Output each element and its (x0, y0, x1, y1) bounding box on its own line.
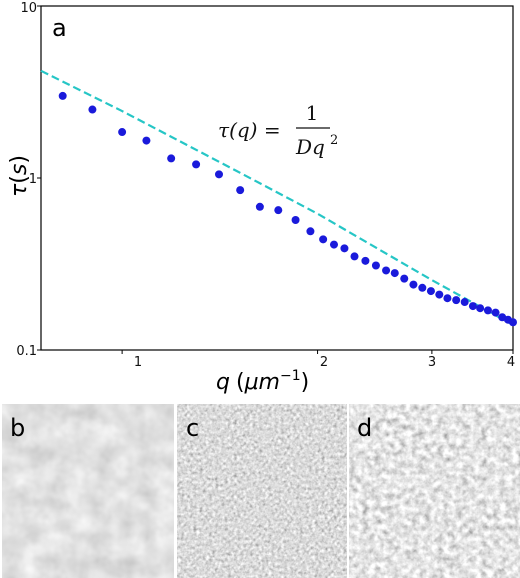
data-point (418, 283, 427, 292)
x-tick-label: 1 (134, 355, 142, 370)
x-tick-label: 4 (507, 355, 515, 370)
data-point (409, 280, 418, 289)
data-point (468, 302, 477, 311)
y-tick-label: 0.1 (16, 344, 37, 359)
panel-label-d: d (357, 414, 372, 442)
panel-label-a: a (52, 14, 67, 42)
data-point (88, 105, 97, 114)
micrograph-panel-b: b (2, 404, 174, 578)
panel-label-b: b (10, 414, 25, 442)
data-point (319, 235, 328, 244)
data-point (142, 136, 151, 145)
fit-equation: τ(q) = 1 Dq 2 (218, 101, 338, 159)
data-point (435, 290, 444, 299)
data-point (483, 306, 492, 315)
x-axis-label: q (μm−1) (216, 368, 309, 395)
x-tick-label: 3 (428, 355, 436, 370)
panel-label-c: c (186, 414, 199, 442)
data-point (192, 160, 201, 169)
data-point (491, 308, 500, 317)
data-point (236, 186, 245, 195)
data-point (452, 296, 461, 305)
data-point (361, 256, 370, 265)
data-point (58, 91, 67, 100)
data-point (329, 240, 338, 249)
data-point (340, 244, 349, 253)
data-point (291, 215, 300, 224)
data-point (167, 154, 176, 163)
svg-text:Dq: Dq (295, 135, 325, 159)
y-axis-label: τ(s) (7, 155, 32, 197)
data-point (460, 298, 469, 307)
data-point (118, 128, 127, 137)
data-point (350, 252, 359, 261)
data-point (443, 294, 452, 303)
y-tick-label: 10 (20, 1, 37, 16)
data-point (214, 170, 223, 179)
micrograph-panel-d: d (349, 404, 520, 578)
svg-text:2: 2 (330, 133, 338, 148)
axis-ticks (37, 5, 514, 354)
data-point (476, 304, 485, 313)
data-point (382, 266, 391, 275)
data-point (255, 202, 264, 211)
y-tick-label: 1 (29, 172, 37, 187)
data-point (371, 261, 380, 270)
data-point (274, 206, 283, 215)
x-tick-label: 2 (320, 355, 328, 370)
data-point (390, 269, 399, 278)
plot-area (40, 5, 514, 351)
data-point (306, 227, 315, 236)
data-point (400, 274, 409, 283)
svg-text:τ(q) =: τ(q) = (218, 118, 281, 142)
data-point (509, 318, 517, 327)
micrograph-panel-c: c (177, 404, 347, 578)
svg-text:1: 1 (306, 101, 319, 125)
data-point (426, 287, 435, 296)
